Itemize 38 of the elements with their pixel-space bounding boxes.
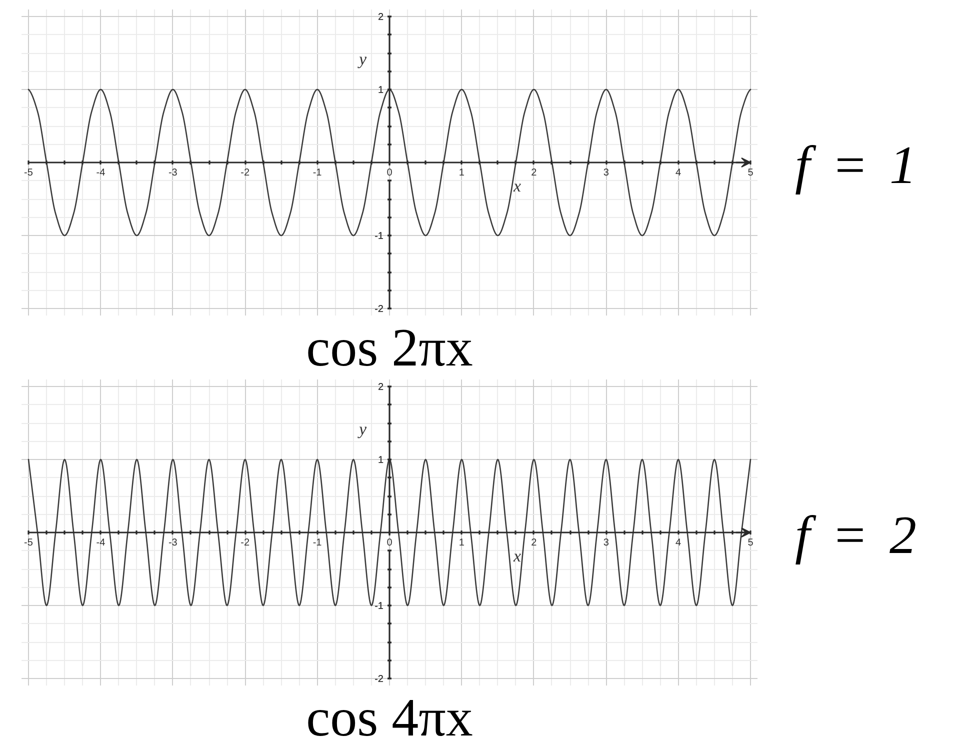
x-tick-label: 0	[386, 168, 393, 178]
text: f = 2	[795, 505, 916, 566]
y-tick-label: 2	[378, 12, 384, 23]
y-tick-label: 1	[378, 85, 384, 96]
x-tick-label: 3	[603, 538, 610, 548]
x-tick-label: -3	[168, 168, 178, 178]
x-tick-label: 4	[676, 538, 682, 548]
x-tick-label: 5	[748, 168, 754, 178]
x-tick-label: -4	[96, 538, 106, 548]
x-tick-label: -5	[24, 168, 34, 178]
y-tick-label: 2	[378, 382, 384, 393]
y-tick-label: -1	[374, 601, 384, 612]
x-tick-label: -2	[240, 168, 250, 178]
y-tick-label: -1	[374, 231, 384, 242]
x-tick-label: -1	[312, 538, 322, 548]
x-tick-label: 4	[676, 168, 682, 178]
x-axis-title: x	[512, 546, 522, 566]
x-tick-label: 0	[386, 538, 393, 548]
y-tick-label: -2	[374, 674, 384, 685]
x-axis-title: x	[512, 176, 522, 196]
y-tick-label: 1	[378, 455, 384, 466]
x-tick-label: 3	[603, 168, 610, 178]
x-tick-label: 1	[458, 168, 465, 178]
y-tick-label: -2	[374, 304, 384, 315]
text: cos 4πx	[306, 688, 473, 748]
x-tick-label: 1	[458, 538, 465, 548]
x-tick-label: -1	[312, 168, 322, 178]
y-axis-title: y	[357, 419, 368, 438]
x-tick-label: -5	[24, 538, 34, 548]
text: f = 1	[795, 135, 916, 196]
x-tick-label: 5	[748, 538, 754, 548]
x-tick-label: -3	[168, 538, 178, 548]
text: cos 2πx	[306, 318, 473, 378]
x-tick-label: -4	[96, 168, 106, 178]
x-tick-label: -2	[240, 538, 250, 548]
x-tick-label: 2	[531, 538, 538, 548]
y-axis-title: y	[357, 49, 368, 68]
x-tick-label: 2	[531, 168, 538, 178]
